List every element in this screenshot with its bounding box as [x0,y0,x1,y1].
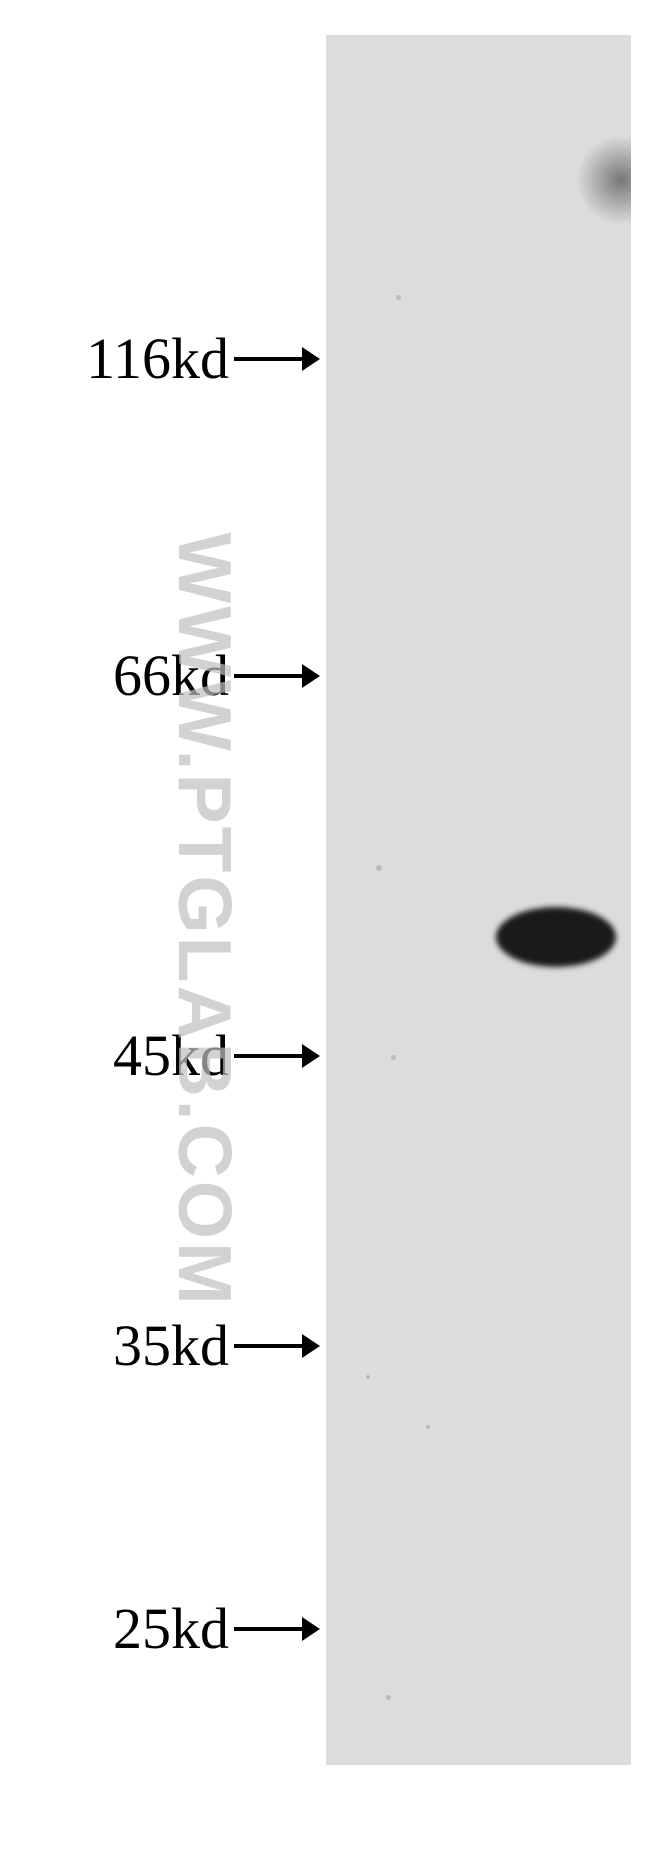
marker-label-text: 66kd [113,642,229,709]
strip-corner-shadow [576,135,631,225]
arrow-icon [234,1609,320,1649]
molecular-weight-marker: 45kd [113,1022,320,1089]
arrow-icon [234,656,320,696]
arrow-icon [234,1036,320,1076]
blot-speckle [366,1375,370,1379]
blot-speckle [376,865,382,871]
marker-label-text: 116kd [86,325,229,392]
molecular-weight-marker: 116kd [86,325,320,392]
marker-label-text: 45kd [113,1022,229,1089]
marker-label-text: 35kd [113,1312,229,1379]
arrow-icon [234,339,320,379]
blot-speckle [396,295,401,300]
arrow-icon [234,1326,320,1366]
molecular-weight-marker: 66kd [113,642,320,709]
protein-band [496,907,616,967]
molecular-weight-marker: 35kd [113,1312,320,1379]
marker-label-text: 25kd [113,1595,229,1662]
western-blot-strip [326,35,631,1765]
blot-speckle [426,1425,430,1429]
molecular-weight-marker: 25kd [113,1595,320,1662]
blot-speckle [386,1695,391,1700]
blot-speckle [391,1055,396,1060]
